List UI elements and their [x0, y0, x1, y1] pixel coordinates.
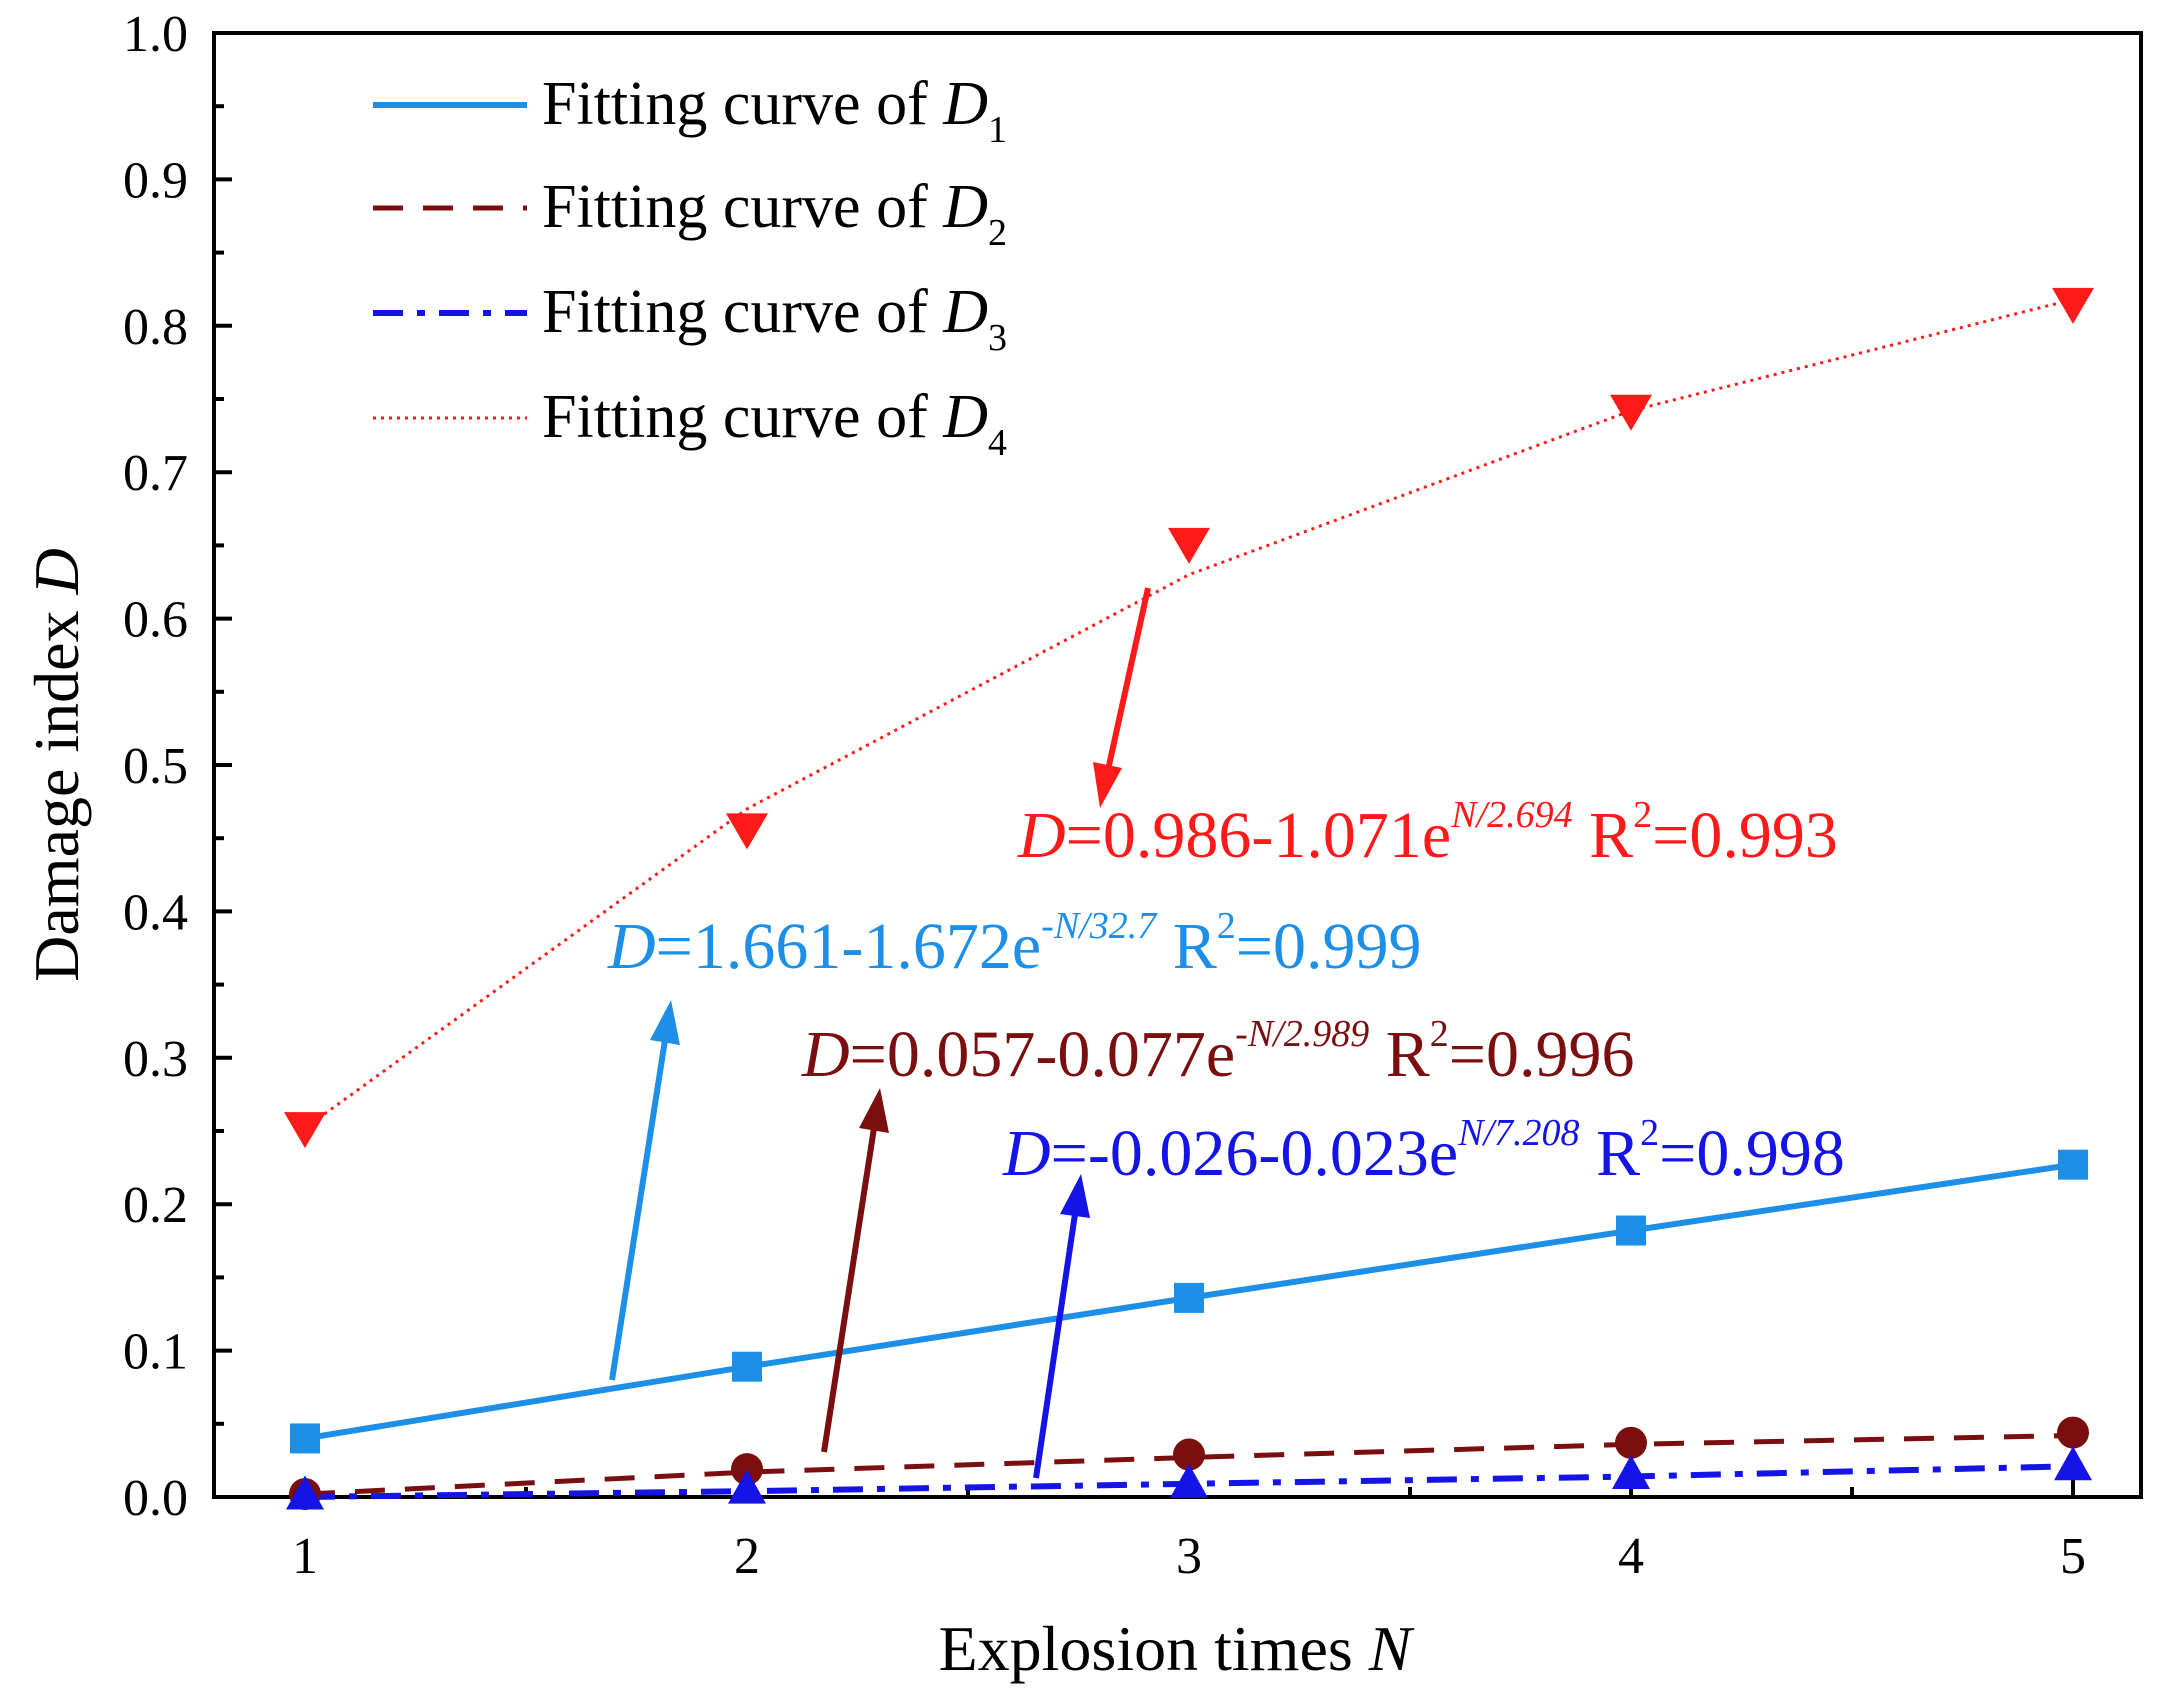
legend: Fitting curve of D1 Fitting curve of D2 … [373, 70, 1007, 464]
data-point-d4 [726, 813, 768, 850]
y-tick-label: 0.0 [123, 1470, 188, 1527]
data-point-d3 [1170, 1463, 1208, 1498]
axis-ticks [214, 31, 2075, 1499]
data-point-d4 [2052, 287, 2094, 324]
legend-item-d1: Fitting curve of D1 [373, 70, 1007, 151]
data-point-d1 [1616, 1215, 1646, 1246]
annotation-arrows [609, 587, 1151, 1479]
arrow-d4 [1093, 587, 1151, 808]
data-point-d4 [1168, 527, 1210, 564]
x-tick-label: 4 [1618, 1528, 1644, 1585]
y-tick-label: 0.5 [123, 738, 188, 795]
fitting-curve-d2 [304, 1433, 2074, 1497]
arrow-d2 [821, 1088, 889, 1453]
equation-d1: D=1.661-1.672e-N/32.7 R2=0.999 [607, 905, 1422, 983]
data-markers [284, 287, 2094, 1511]
data-point-d1 [1174, 1282, 1204, 1313]
data-point-d3 [728, 1469, 766, 1504]
data-point-d2 [731, 1453, 763, 1486]
y-tick-label: 0.9 [123, 152, 188, 209]
y-tick-label: 0.3 [123, 1031, 188, 1088]
svg-text:Fitting curve of D2: Fitting curve of D2 [542, 173, 1007, 254]
x-tick-label: 1 [292, 1528, 318, 1585]
data-point-d1 [2058, 1149, 2088, 1180]
y-tick-label: 0.6 [123, 592, 188, 649]
y-tick-labels: 0.0 0.1 0.2 0.3 0.4 0.5 0.6 0.7 0.8 0.9 1.0 [123, 6, 188, 1527]
y-tick-label: 0.4 [123, 884, 188, 941]
x-axis-title: Explosion times N [939, 1613, 1415, 1684]
x-tick-label: 2 [734, 1528, 760, 1585]
data-point-d3 [286, 1475, 324, 1510]
y-tick-label: 0.8 [123, 299, 188, 356]
legend-item-d4: Fitting curve of D4 [373, 383, 1007, 464]
y-axis-title: Damage index D [21, 548, 92, 982]
data-point-d2 [1615, 1426, 1647, 1459]
legend-item-d3: Fitting curve of D3 [373, 278, 1007, 359]
data-point-d3 [1612, 1455, 1650, 1490]
y-tick-label: 0.2 [123, 1177, 188, 1234]
data-point-d3 [2054, 1446, 2092, 1481]
svg-text:Fitting curve of D3: Fitting curve of D3 [542, 278, 1007, 359]
y-tick-label: 0.1 [123, 1324, 188, 1381]
data-point-d2 [2057, 1416, 2089, 1449]
arrow-d3 [1033, 1174, 1090, 1479]
equation-d4: D=0.986-1.071eN/2.694 R2=0.993 [1017, 794, 1838, 872]
data-point-d2 [1173, 1438, 1205, 1471]
x-tick-label: 3 [1176, 1528, 1202, 1585]
equation-d3: D=-0.026-0.023eN/7.208 R2=0.998 [1002, 1112, 1845, 1190]
svg-text:Fitting curve of D1: Fitting curve of D1 [542, 70, 1007, 151]
x-tick-labels: 1 2 3 4 5 [292, 1528, 2086, 1585]
arrow-d1 [609, 1000, 680, 1381]
data-point-d4 [1610, 394, 1652, 431]
data-point-d1 [290, 1423, 320, 1454]
y-tick-label: 0.7 [123, 445, 188, 502]
svg-text:Fitting curve of D4: Fitting curve of D4 [542, 383, 1007, 464]
y-tick-label: 1.0 [123, 6, 188, 63]
fitting-curves [304, 297, 2074, 1500]
plot-frame [212, 31, 2143, 1499]
data-point-d4 [284, 1112, 326, 1149]
legend-item-d2: Fitting curve of D2 [373, 173, 1007, 254]
x-tick-label: 5 [2060, 1528, 2086, 1585]
equation-d2: D=0.057-0.077e-N/2.989 R2=0.996 [801, 1013, 1635, 1091]
data-point-d1 [732, 1351, 762, 1382]
